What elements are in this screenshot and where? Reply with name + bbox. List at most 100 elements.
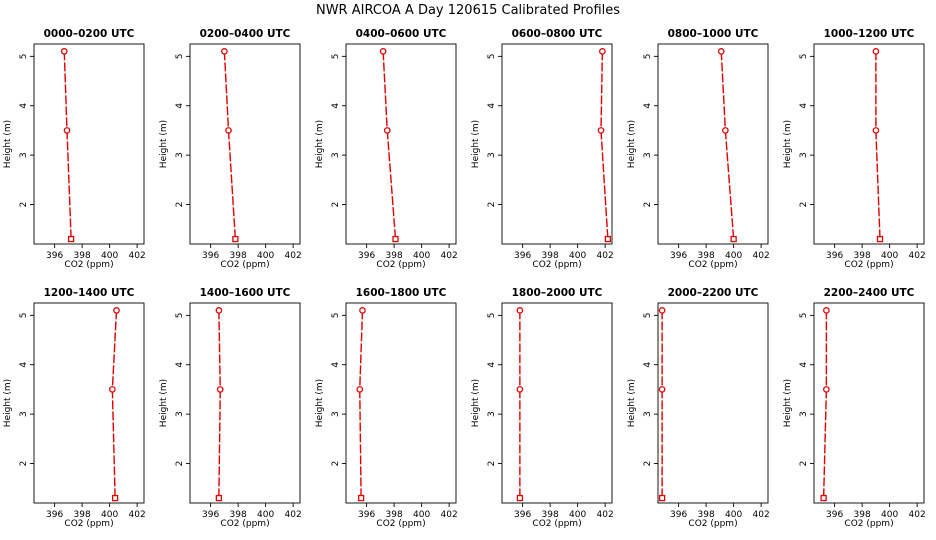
profile-segment [386,130,397,240]
x-tick-label: 400 [881,510,898,520]
x-axis-label: CO2 (ppm) [532,260,581,270]
data-point [823,307,830,314]
data-point [872,127,880,134]
profile-segment [720,51,727,131]
y-tick-label: 3 [643,411,653,417]
y-tick-label: 4 [643,362,653,368]
profile-segment [111,389,116,499]
y-axis-label: Height (m) [627,120,637,168]
profile-panel: 1000–1200 UTC 396 398 400 402 2 3 4 5 CO2 (ppm) He… [783,28,926,270]
data-point [232,235,239,243]
profile-segment [218,310,221,390]
profile-panel: 1600–1800 UTC 396 398 400 402 2 3 4 5 CO2 (ppm) He… [315,287,458,529]
panels-grid: 0000–0200 UTC 396 398 400 402 2 3 4 5 CO2 (ppm) He… [3,28,926,529]
data-point [658,494,666,502]
plot-frame [345,302,457,504]
x-tick-label: 398 [230,251,247,261]
x-axis-label: CO2 (ppm) [64,519,113,529]
x-tick-label: 402 [909,251,926,261]
y-tick-label: 5 [799,53,809,59]
data-point [823,386,830,393]
panel-title: 1600–1800 UTC [356,287,447,299]
data-point [872,48,880,55]
x-tick-label: 398 [698,510,715,520]
x-tick-label: 402 [285,510,302,520]
x-tick-label: 398 [74,510,91,520]
profile-panel: 0000–0200 UTC 396 398 400 402 2 3 4 5 CO2 (ppm) He… [3,28,146,270]
x-tick-label: 396 [826,510,843,520]
y-axis-label: Height (m) [315,120,325,168]
x-tick-label: 396 [670,510,687,520]
y-tick-label: 3 [331,411,341,417]
y-tick-label: 2 [799,461,809,467]
y-tick-label: 5 [19,53,29,59]
x-tick-label: 400 [569,510,586,520]
x-axis-label: CO2 (ppm) [532,519,581,529]
profile-panel: 2000–2200 UTC 396 398 400 402 2 3 4 5 CO2 (ppm) He… [627,287,770,529]
x-axis-label: CO2 (ppm) [220,260,269,270]
data-point [356,386,364,393]
y-axis-label: Height (m) [783,120,793,168]
y-tick-label: 4 [331,103,341,109]
data-point [604,235,612,243]
data-point [67,235,75,243]
y-tick-label: 4 [175,103,185,109]
profile-segment [223,51,230,131]
panel-title: 1200–1400 UTC [44,287,135,299]
x-tick-label: 398 [74,251,91,261]
x-tick-label: 400 [101,510,118,520]
y-tick-label: 5 [487,312,497,318]
plot-frame [657,302,769,504]
data-point [730,235,737,243]
x-tick-label: 400 [725,251,742,261]
profile-segment [822,389,828,499]
x-axis-label: CO2 (ppm) [688,260,737,270]
x-tick-label: 402 [129,510,146,520]
data-point [357,494,365,502]
y-tick-label: 4 [487,103,497,109]
y-tick-label: 4 [19,103,29,109]
profile-panel: 1400–1600 UTC 396 398 400 402 2 3 4 5 CO2 (ppm) He… [159,287,302,529]
profile-segment [227,130,237,240]
panel-title: 0000–0200 UTC [44,28,135,40]
data-point [599,48,606,55]
y-axis-label: Height (m) [315,379,325,427]
plot-frame [189,302,301,504]
x-tick-label: 402 [441,251,458,261]
x-tick-label: 402 [129,251,146,261]
x-axis-label: CO2 (ppm) [844,260,893,270]
panel-title: 0400–0600 UTC [356,28,447,40]
x-tick-label: 402 [753,251,770,261]
y-tick-label: 2 [643,202,653,208]
y-tick-label: 3 [19,152,29,158]
profile-segment [218,389,221,499]
profile-segment [63,51,68,131]
x-tick-label: 400 [569,251,586,261]
x-tick-label: 398 [230,510,247,520]
y-tick-label: 3 [643,152,653,158]
x-tick-label: 400 [257,510,274,520]
y-axis-label: Height (m) [159,379,169,427]
y-axis-label: Height (m) [159,120,169,168]
data-point [109,386,116,393]
x-tick-label: 398 [854,510,871,520]
data-point [722,127,729,134]
x-tick-label: 396 [202,251,219,261]
plot-frame [501,302,613,504]
plot-frame [345,43,457,245]
data-point [63,127,71,134]
data-point [215,494,223,502]
x-tick-label: 396 [670,251,687,261]
profile-segment [359,389,362,499]
y-tick-label: 3 [19,411,29,417]
x-tick-label: 398 [542,251,559,261]
data-point [876,235,884,243]
data-point [221,48,228,55]
x-tick-label: 398 [386,510,403,520]
y-tick-label: 5 [643,312,653,318]
profile-segment [724,130,735,240]
x-tick-label: 400 [413,251,430,261]
y-tick-label: 2 [331,461,341,467]
data-point [516,494,524,502]
